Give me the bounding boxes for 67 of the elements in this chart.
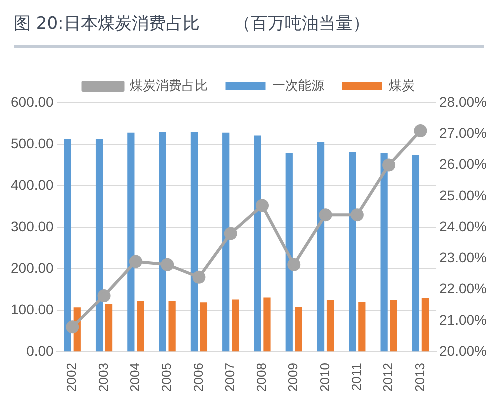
bar — [232, 300, 240, 352]
legend-label: 一次能源 — [272, 78, 324, 94]
point — [256, 199, 269, 212]
bar — [422, 298, 430, 352]
point — [414, 124, 428, 138]
bar — [137, 301, 144, 352]
y2-tick-label: 27.00% — [440, 124, 487, 141]
x-tick-label: 2008 — [254, 363, 270, 392]
x-tick-label: 2005 — [159, 363, 174, 392]
bar — [390, 300, 398, 352]
bar — [264, 298, 271, 352]
bar — [128, 132, 135, 352]
x-tick-label: 2012 — [380, 363, 396, 392]
bar — [412, 155, 420, 352]
y-tick-label: 100.00 — [10, 301, 54, 318]
bar — [200, 302, 208, 352]
y2-tick-label: 26.00% — [440, 156, 487, 172]
chart-title: 图 20:日本煤炭消费占比 （百万吨油当量） — [14, 12, 484, 48]
bar — [326, 300, 334, 352]
point — [98, 290, 111, 303]
y2-tick-label: 25.00% — [440, 187, 487, 204]
y2-tick-label: 21.00% — [440, 312, 487, 328]
bar — [380, 153, 388, 352]
bar — [96, 140, 104, 352]
point — [350, 208, 364, 222]
y2-tick-label: 22.00% — [440, 280, 487, 297]
y2-tick-label: 20.00% — [440, 342, 487, 359]
x-tick-label: 2006 — [190, 363, 206, 392]
y-tick-label: 400.00 — [10, 176, 54, 193]
point — [224, 227, 238, 240]
y2-tick-label: 28.00% — [440, 94, 487, 110]
bar — [190, 132, 198, 352]
x-tick-label: 2009 — [286, 363, 301, 392]
y-tick-label: 500.00 — [10, 135, 54, 152]
x-tick-label: 2004 — [128, 363, 142, 392]
x-tick-label: 2007 — [222, 363, 238, 392]
bar — [159, 132, 166, 352]
point — [161, 258, 174, 272]
bar — [222, 132, 230, 352]
y-tick-label: 0.00 — [26, 342, 54, 359]
point — [288, 258, 301, 272]
x-tick-label: 2010 — [317, 363, 332, 392]
bar — [295, 307, 302, 352]
x-tick-label: 2013 — [412, 363, 428, 392]
bar — [254, 136, 262, 352]
point — [382, 158, 396, 172]
y2-tick-label: 23.00% — [440, 250, 487, 266]
point — [129, 255, 142, 268]
legend-label: 煤炭 — [388, 78, 415, 94]
y-tick-label: 600.00 — [10, 94, 54, 110]
bar — [317, 142, 325, 352]
bar — [358, 302, 366, 352]
bar — [168, 301, 176, 352]
x-tick-label: 2002 — [64, 363, 80, 392]
bar — [349, 152, 356, 352]
y-tick-label: 300.00 — [10, 218, 54, 234]
point — [66, 320, 80, 334]
x-tick-label: 2003 — [96, 363, 111, 392]
point — [192, 270, 206, 284]
bar — [105, 304, 113, 352]
legend-label: 煤炭消费占比 — [130, 78, 208, 94]
bar — [64, 140, 72, 352]
bar — [286, 153, 293, 352]
point — [319, 208, 332, 222]
x-tick-label: 2011 — [348, 363, 364, 392]
y2-tick-label: 24.00% — [440, 218, 487, 234]
y-tick-label: 200.00 — [10, 260, 54, 276]
